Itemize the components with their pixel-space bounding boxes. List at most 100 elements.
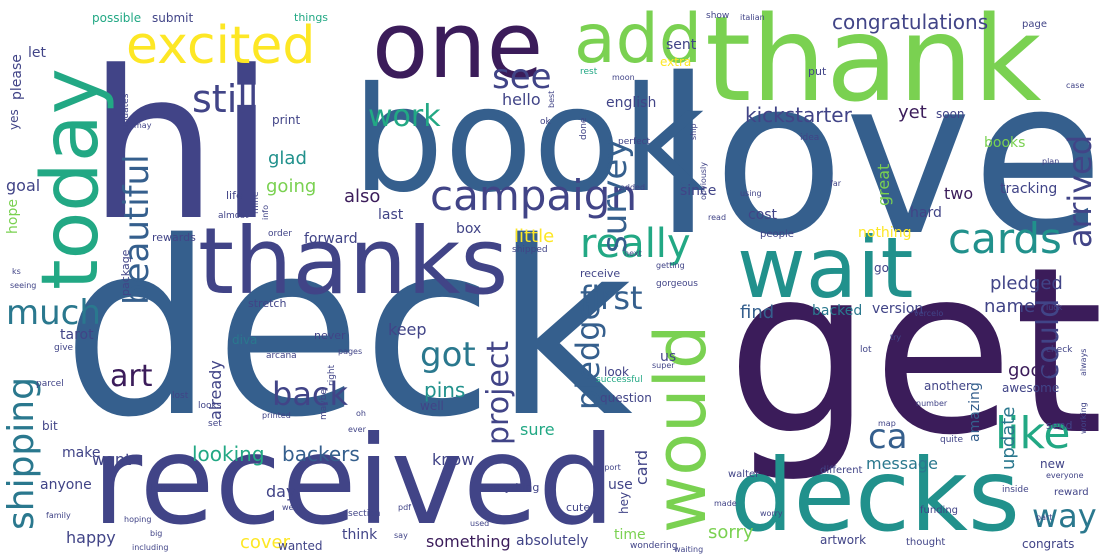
word-like: like (995, 408, 1071, 459)
word-walter: walter (728, 469, 760, 480)
word-soon: soon (936, 107, 965, 121)
word-getting: getting (656, 261, 685, 270)
word-card: card (632, 449, 651, 485)
word-hoping: hoping (124, 515, 152, 524)
word-excited: excited (126, 16, 316, 76)
word-may: may (134, 121, 152, 130)
word-send: send (1046, 419, 1073, 432)
word-think: think (342, 527, 378, 543)
word-day: day (266, 482, 296, 501)
word-section: section (348, 509, 381, 519)
word-give: give (54, 343, 74, 353)
word-wanted: wanted (278, 539, 323, 553)
word-quite: quite (940, 435, 963, 445)
word-get: get (726, 219, 1104, 486)
word-worry: worry (760, 509, 783, 518)
word-page: page (1022, 19, 1047, 30)
word-put: put (808, 65, 827, 78)
word-try: try (890, 333, 902, 342)
word-update: update (998, 406, 1019, 470)
word-go: go (874, 261, 889, 275)
word-rest: rest (580, 67, 598, 77)
word-parcel: parcel (36, 379, 64, 389)
word-kickstarter: kickstarter (745, 103, 852, 127)
word-yet: yet (898, 102, 927, 123)
word-thought: thought (906, 537, 946, 548)
word-message: message (866, 454, 938, 473)
word-printed: printed (262, 411, 291, 420)
word-arrived: arrived (1061, 134, 1099, 248)
word-already: already (206, 360, 225, 420)
word-moon: moon (612, 73, 635, 82)
word-new: new (1040, 457, 1065, 471)
word-arcana: arcana (266, 351, 297, 361)
word-updates: updates (121, 93, 131, 130)
word-everyone: everyone (1046, 471, 1084, 480)
word-pins: pins (424, 378, 466, 402)
word-plan: plan (1042, 157, 1060, 166)
word-time: time (614, 527, 646, 543)
word-package: package (119, 249, 132, 296)
word-sure: sure (520, 420, 555, 439)
word-sorry: sorry (708, 522, 754, 543)
word-would: would (640, 324, 722, 533)
word-family: family (46, 511, 71, 520)
word-congratulations: congratulations (832, 10, 989, 34)
word-shipping: shipping (1, 377, 42, 530)
word-inside: inside (1002, 485, 1029, 495)
word-added: added (620, 183, 646, 192)
word-happy: happy (66, 528, 116, 547)
word-also: also (344, 186, 381, 207)
word-hard: hard (910, 205, 942, 221)
word-thanks: thanks (198, 208, 509, 315)
word-receive: receive (580, 267, 621, 280)
word-right: right (327, 364, 337, 386)
word-goal: goal (6, 176, 41, 195)
word-ever: ever (348, 425, 366, 434)
word-using: using (740, 189, 762, 198)
word-books: books (984, 135, 1026, 151)
word-done: done (579, 117, 589, 140)
word-maybe: maybe (319, 389, 329, 420)
word-luck: luck (1046, 303, 1063, 312)
word-received: received (92, 410, 616, 552)
word-went: went (282, 503, 302, 512)
word-sent: sent (666, 37, 697, 53)
word-check: check (1046, 345, 1073, 355)
word-look: look (604, 365, 629, 379)
word-last: last (378, 207, 404, 223)
word-name: name (984, 296, 1036, 317)
word-gorgeous: gorgeous (656, 279, 698, 289)
word-pages: pages (338, 347, 363, 356)
word-info: info (261, 204, 270, 220)
word-find: find (740, 302, 775, 323)
word-deck: deck (62, 190, 633, 470)
word-awesome: awesome (1002, 381, 1060, 395)
word-artwork: artwork (820, 533, 867, 547)
word-campaign: campaign (430, 171, 638, 220)
word-box: box (456, 221, 482, 237)
word-possible: possible (92, 11, 142, 25)
word-glad: glad (268, 148, 307, 169)
word-thank: thank (705, 0, 1042, 128)
word-cards: cards (948, 214, 1062, 263)
word-italian: italian (740, 13, 765, 22)
word-super: super (652, 361, 675, 370)
word-working: working (1079, 402, 1088, 434)
word-still: still (192, 77, 259, 121)
word-never: never (314, 329, 346, 342)
word-book: book (352, 56, 706, 225)
word-us: us (660, 349, 677, 365)
word-love: love (653, 32, 1104, 283)
word-use: use (608, 477, 633, 493)
word-extra: extra (660, 55, 692, 69)
word-backed: backed (812, 303, 863, 319)
word-case: case (1066, 81, 1085, 90)
word-add: add (574, 0, 702, 79)
word-pdf: pdf (398, 503, 411, 512)
word-another: another (924, 379, 971, 393)
word-diva: diva (232, 333, 258, 347)
word-nothing: nothing (858, 225, 912, 241)
word-great: great (874, 163, 893, 206)
